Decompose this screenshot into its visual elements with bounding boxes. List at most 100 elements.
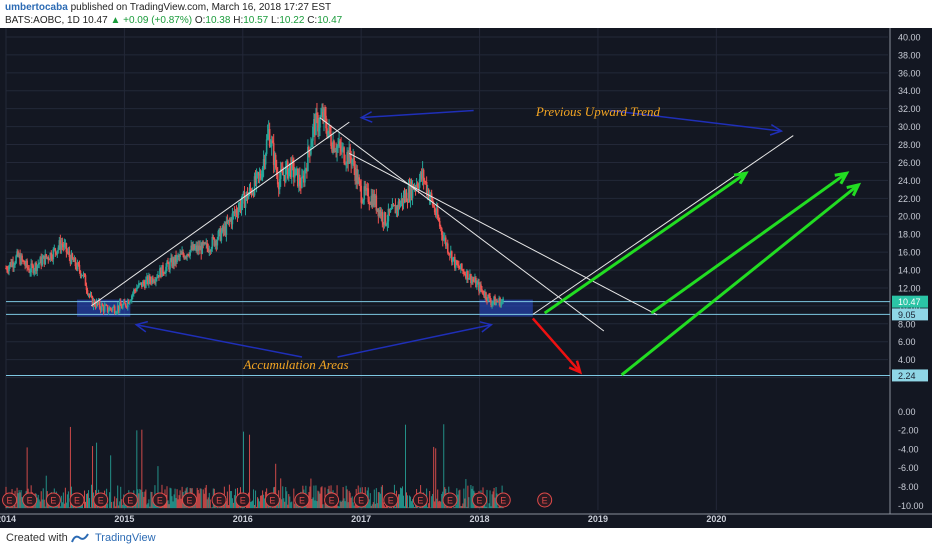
candle-body	[173, 258, 175, 265]
earnings-marker-icon[interactable]	[383, 492, 399, 508]
earnings-marker-icon[interactable]	[45, 492, 61, 508]
earnings-marker-icon[interactable]	[2, 492, 18, 508]
x-tick-label: 2018	[470, 514, 490, 524]
candle-body	[266, 134, 269, 140]
earnings-marker-icon[interactable]	[294, 492, 310, 508]
candle-body	[133, 289, 135, 294]
candle-body	[57, 247, 60, 251]
candle-body	[449, 251, 452, 256]
earnings-marker-icon[interactable]	[264, 492, 280, 508]
candle-body	[192, 244, 194, 250]
candle-body	[332, 141, 334, 152]
candle-body	[446, 243, 449, 253]
candle-body	[62, 244, 65, 248]
red-down-arrow[interactable]	[531, 317, 583, 375]
candle-body	[335, 151, 337, 153]
volume-tick-label: -4.00	[898, 444, 919, 454]
earnings-marker-icon[interactable]	[353, 492, 369, 508]
chart-area[interactable]: Previous Upward Trend Accumulation Areas E…	[0, 28, 932, 528]
candle-body	[120, 305, 123, 309]
earnings-marker-icon[interactable]	[152, 492, 168, 508]
earnings-marker-icon[interactable]	[472, 492, 488, 508]
candle-body	[483, 294, 485, 297]
candle-body	[390, 208, 393, 210]
candle-body	[135, 290, 137, 292]
candle-body	[491, 303, 493, 306]
earnings-marker-icon[interactable]	[122, 492, 138, 508]
candle-body	[498, 298, 500, 303]
candle-body	[193, 244, 195, 250]
candle-body	[54, 248, 57, 252]
price-label-bg	[892, 295, 928, 308]
trend-arrow-left[interactable]	[359, 109, 474, 123]
candle-body	[461, 263, 463, 270]
candle-body	[313, 118, 315, 127]
candle-body	[107, 310, 110, 313]
candle-body	[453, 257, 455, 259]
price-tick-label: 40.00	[898, 32, 921, 42]
candle-body	[99, 307, 102, 311]
candle-body	[147, 276, 149, 284]
candle-body	[21, 255, 23, 261]
candle-body	[398, 201, 401, 208]
candle-body	[365, 188, 368, 191]
x-tick-label: 2019	[588, 514, 608, 524]
candle-body	[321, 112, 323, 116]
author-link[interactable]: umbertocaba	[5, 2, 68, 13]
earnings-marker-icon[interactable]	[69, 492, 85, 508]
price-chart-svg[interactable]: Previous Upward Trend Accumulation Areas E…	[0, 28, 932, 528]
earnings-marker-icon[interactable]	[495, 492, 511, 508]
green-up-arrow[interactable]	[543, 171, 749, 315]
candle-body	[221, 226, 224, 233]
candle-body	[380, 211, 383, 217]
earnings-marker-icon[interactable]	[324, 492, 340, 508]
candle-body	[115, 311, 118, 313]
candle-body	[264, 153, 267, 165]
candle-body	[137, 287, 139, 289]
earnings-marker-label: E	[299, 496, 305, 506]
earnings-marker-icon[interactable]	[22, 492, 38, 508]
earnings-marker-label: E	[500, 496, 506, 506]
trend-line[interactable]	[532, 135, 794, 315]
candle-body	[212, 237, 215, 239]
green-up-arrow[interactable]	[650, 171, 850, 315]
candle-body	[189, 250, 191, 256]
earnings-marker-icon[interactable]	[537, 492, 553, 508]
trend-line[interactable]	[319, 117, 605, 332]
candle-body	[134, 289, 136, 291]
x-tick-label: 2020	[706, 514, 726, 524]
tradingview-logo-icon[interactable]	[70, 532, 90, 544]
earnings-marker-icon[interactable]	[412, 492, 428, 508]
accumulation-arrow-left[interactable]	[134, 320, 303, 358]
green-up-arrow[interactable]	[620, 182, 862, 377]
accumulation-arrow-right[interactable]	[337, 321, 494, 358]
candle-body	[421, 169, 424, 179]
earnings-marker-icon[interactable]	[442, 492, 458, 508]
candle-body	[235, 210, 238, 214]
trend-arrow-right[interactable]	[609, 109, 784, 136]
candle-body	[56, 250, 59, 255]
candle-body	[346, 151, 348, 164]
tradingview-brand-link[interactable]: TradingView	[95, 532, 156, 544]
candle-body	[318, 127, 320, 132]
trend-line[interactable]	[349, 153, 658, 316]
earnings-marker-icon[interactable]	[235, 492, 251, 508]
earnings-marker-icon[interactable]	[182, 492, 198, 508]
candle-body	[456, 260, 458, 265]
candle-body	[383, 212, 386, 225]
candle-body	[14, 263, 16, 265]
earnings-marker-label: E	[542, 496, 548, 506]
candle-body	[113, 306, 116, 314]
candle-body	[411, 184, 414, 198]
candle-body	[243, 192, 246, 208]
earnings-marker-icon[interactable]	[211, 492, 227, 508]
candle-body	[141, 282, 143, 287]
candle-body	[265, 139, 268, 154]
candle-body	[240, 203, 243, 211]
candle-body	[151, 277, 153, 283]
candle-body	[140, 282, 142, 284]
candle-body	[308, 146, 310, 152]
earnings-marker-icon[interactable]	[93, 492, 109, 508]
volume-tick-label: -8.00	[898, 482, 919, 492]
trend-line[interactable]	[90, 121, 350, 307]
